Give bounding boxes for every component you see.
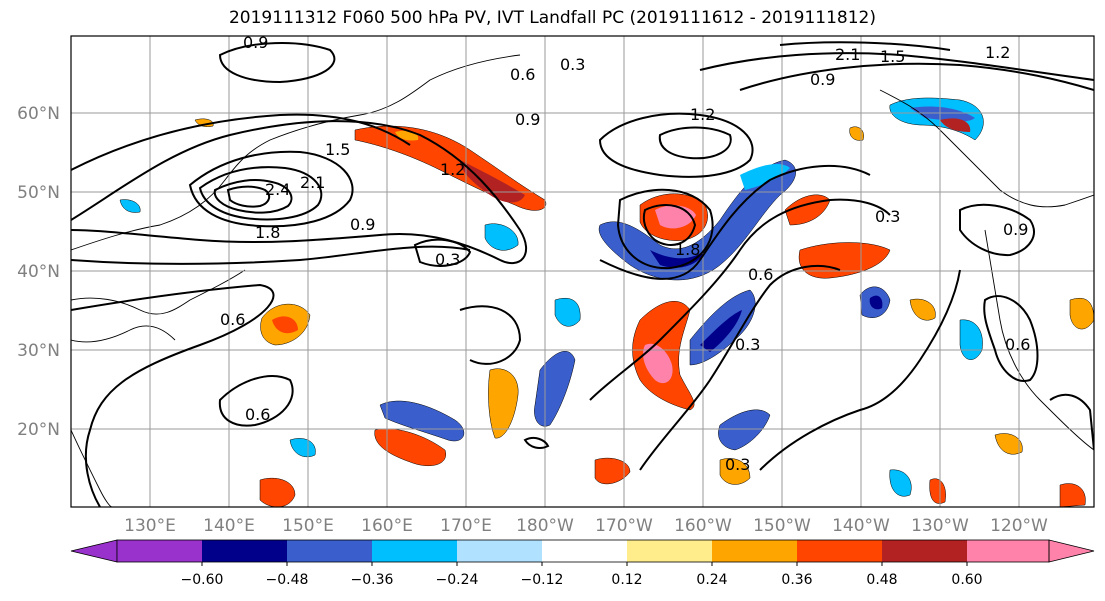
contour-label: 1.8	[675, 240, 700, 259]
lat-label: 50°N	[17, 183, 60, 203]
contour-label: 2.1	[300, 173, 325, 192]
colorbar-segment	[797, 540, 882, 562]
colorbar-segment	[287, 540, 372, 562]
colorbar: −0.60 −0.48 −0.36 −0.24 −0.12 0.12 0.24 …	[70, 539, 1095, 588]
colorbar-label: 0.24	[696, 572, 727, 588]
map-border	[70, 35, 1095, 508]
colorbar-segment	[712, 540, 797, 562]
lon-label: 150°E	[282, 516, 334, 536]
contour-label: 1.2	[985, 43, 1010, 62]
contour-label: 1.8	[255, 223, 280, 242]
colorbar-ticks	[201, 562, 968, 566]
colorbar-label: −0.60	[181, 572, 224, 588]
colorbar-segment	[882, 540, 967, 562]
colorbar-segment	[967, 540, 1049, 562]
contour-labels: 0.9 0.6 0.3 1.2 1.5 1.8 2.1 2.4 0.9 0.3 …	[220, 33, 1030, 474]
contour-label: 0.3	[875, 207, 900, 226]
contour-label: 0.9	[810, 70, 835, 89]
colorbar-segment	[117, 540, 202, 562]
colorbar-label: −0.48	[266, 572, 309, 588]
colorbar-extend-low	[70, 539, 118, 563]
lat-label: 30°N	[17, 341, 60, 361]
contour-label: 0.3	[560, 55, 585, 74]
lon-label: 170°W	[595, 516, 653, 536]
lon-label: 150°W	[753, 516, 811, 536]
contour-label: 0.6	[1005, 335, 1030, 354]
colorbar-segment	[202, 540, 287, 562]
contour-label: 0.3	[435, 250, 460, 269]
lat-label: 20°N	[17, 420, 60, 440]
contour-label: 0.9	[350, 215, 375, 234]
contour-label: 0.6	[245, 405, 270, 424]
lon-label: 120°W	[990, 516, 1048, 536]
lon-label: 170°E	[440, 516, 492, 536]
contour-label: 1.5	[325, 140, 350, 159]
contour-label: 0.9	[515, 110, 540, 129]
colorbar-label: 0.48	[866, 572, 897, 588]
contour-label: 0.6	[748, 265, 773, 284]
colorbar-segment	[372, 540, 457, 562]
contour-label: 0.9	[243, 33, 268, 52]
latitude-labels: 60°N 50°N 40°N 30°N 20°N	[17, 104, 60, 440]
lon-label: 130°E	[124, 516, 176, 536]
lon-label: 160°E	[361, 516, 413, 536]
contour-label: 0.6	[220, 310, 245, 329]
colorbar-label: 0.12	[611, 572, 642, 588]
contour-label: 1.5	[880, 47, 905, 66]
graticule	[71, 36, 1094, 507]
colorbar-segment	[457, 540, 542, 562]
contour-label: 2.4	[265, 180, 290, 199]
contour-label: 0.3	[735, 335, 760, 354]
colorbar-label: 0.60	[951, 572, 982, 588]
colorbar-label: −0.12	[521, 572, 564, 588]
lon-label: 130°W	[911, 516, 969, 536]
contour-label: 0.3	[725, 455, 750, 474]
colorbar-extend-high	[1048, 539, 1095, 563]
colorbar-label: 0.36	[781, 572, 812, 588]
contour-label: 0.6	[510, 65, 535, 84]
colorbar-label: −0.36	[351, 572, 394, 588]
contour-label: 1.2	[440, 160, 465, 179]
lon-label: 140°W	[832, 516, 890, 536]
lon-label: 180°W	[516, 516, 574, 536]
colorbar-segment	[627, 540, 712, 562]
coastlines	[71, 54, 1094, 507]
longitude-labels: 130°E 140°E 150°E 160°E 170°E 180°W 170°…	[124, 516, 1048, 536]
colorbar-segment	[542, 540, 627, 562]
lat-label: 60°N	[17, 104, 60, 124]
lon-label: 140°E	[203, 516, 255, 536]
lat-label: 40°N	[17, 262, 60, 282]
lon-label: 160°W	[674, 516, 732, 536]
contour-label: 0.9	[1003, 220, 1028, 239]
colorbar-label: −0.24	[436, 572, 479, 588]
contour-label: 1.2	[690, 105, 715, 124]
map-title: 2019111312 F060 500 hPa PV, IVT Landfall…	[228, 8, 876, 28]
contour-label: 2.1	[835, 45, 860, 64]
pv-contours	[71, 41, 1094, 507]
